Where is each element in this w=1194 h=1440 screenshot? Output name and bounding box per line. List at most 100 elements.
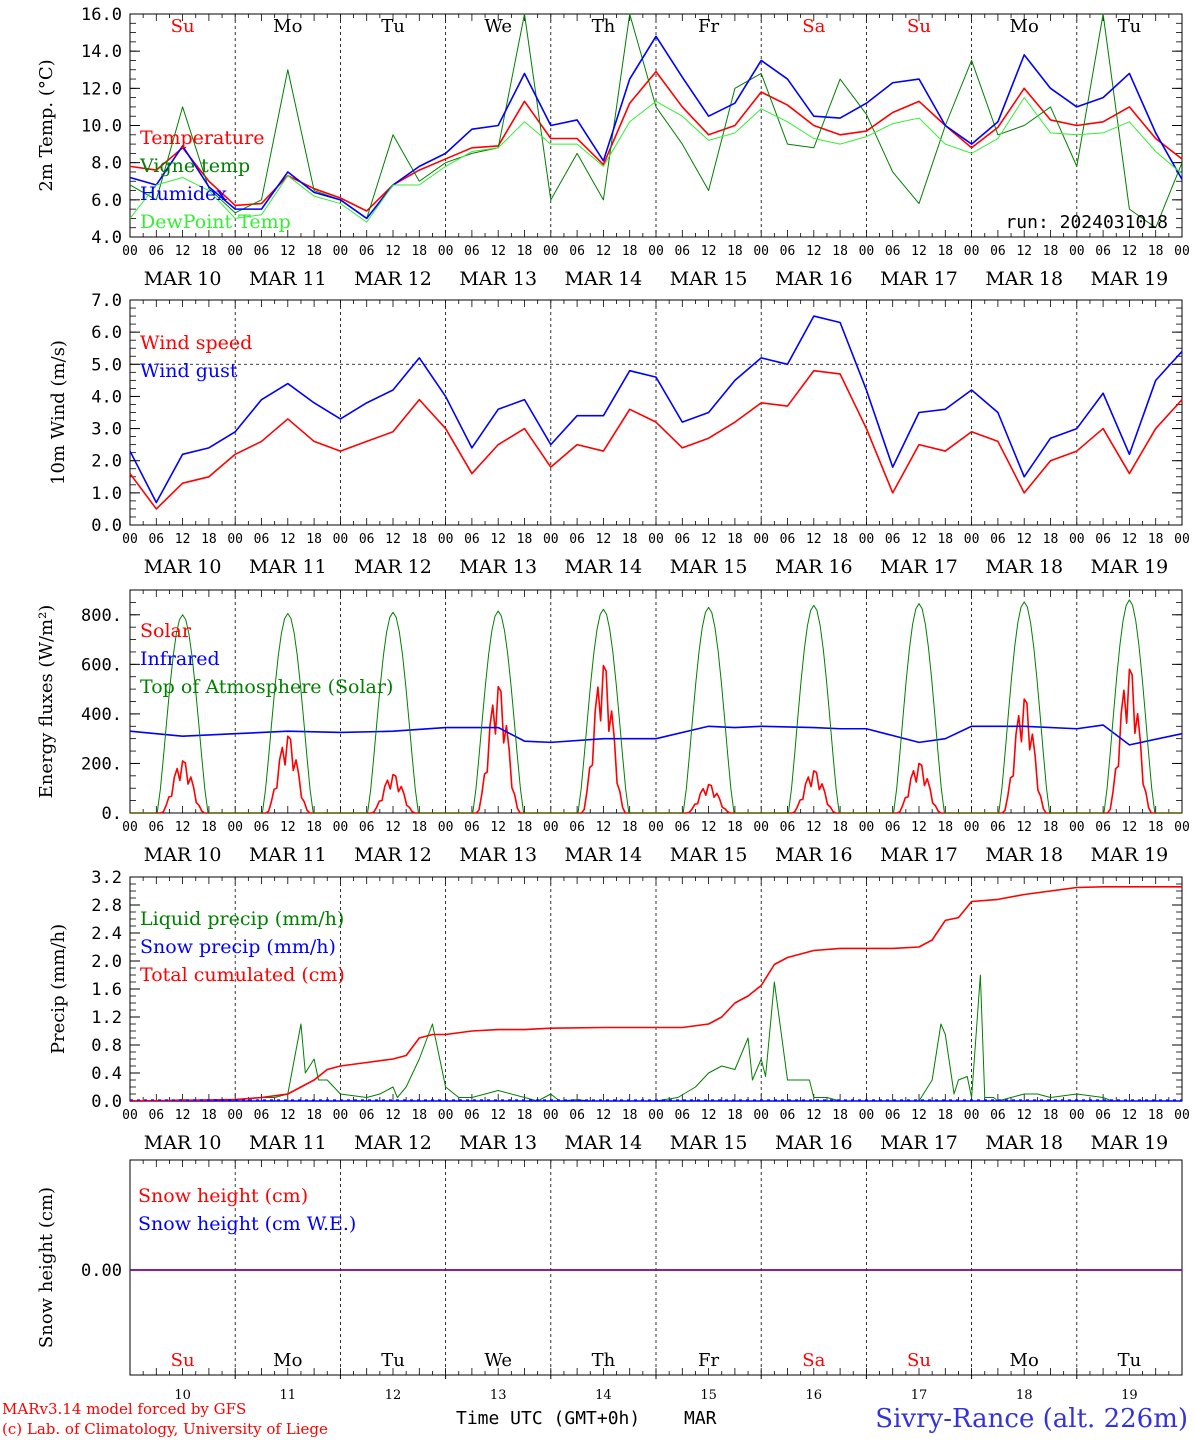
hour-tick-label: 00 xyxy=(753,244,769,259)
date-label: MAR 16 xyxy=(775,268,853,290)
hour-tick-label: 18 xyxy=(1043,820,1059,835)
legend-entry: Snow precip (mm/h) xyxy=(140,936,336,958)
y-tick-label: 12.0 xyxy=(81,79,122,99)
hour-tick-label: 00 xyxy=(1069,820,1085,835)
hour-tick-label: 06 xyxy=(1095,532,1111,547)
hour-tick-label: 18 xyxy=(1148,244,1164,259)
hour-tick-label: 06 xyxy=(254,1108,270,1123)
hour-tick-label: 18 xyxy=(201,532,217,547)
day-number-label: 19 xyxy=(1121,1388,1138,1403)
hour-tick-label: 06 xyxy=(674,820,690,835)
hour-tick-label: 06 xyxy=(148,820,164,835)
series-line xyxy=(129,35,1183,220)
hour-tick-label: 18 xyxy=(727,820,743,835)
day-number-label: 10 xyxy=(174,1388,191,1403)
weekday-label: Tu xyxy=(381,1350,405,1371)
hour-tick-label: 06 xyxy=(359,244,375,259)
date-label: MAR 15 xyxy=(670,1132,748,1154)
y-tick-label: 800. xyxy=(81,606,122,626)
hour-tick-label: 06 xyxy=(674,244,690,259)
hour-tick-label: 00 xyxy=(333,244,349,259)
hour-tick-label: 12 xyxy=(806,820,822,835)
hour-tick-label: 12 xyxy=(911,1108,927,1123)
date-label: MAR 13 xyxy=(459,844,537,866)
legend-entry: Humidex xyxy=(140,183,227,205)
hour-tick-label: 06 xyxy=(464,1108,480,1123)
hour-tick-label: 12 xyxy=(175,1108,191,1123)
hour-tick-label: 06 xyxy=(1095,244,1111,259)
hour-tick-label: 18 xyxy=(622,244,638,259)
panel-2: 0.0 1.0 2.0 3.0 4.0 5.0 6.0 7.0 10m Wind (m/s) Wi… xyxy=(48,291,1190,578)
hour-tick-label: 00 xyxy=(543,820,559,835)
hour-tick-label: 12 xyxy=(280,244,296,259)
weekday-label: Tu xyxy=(1118,1350,1142,1371)
weekday-label: Su xyxy=(171,1350,195,1371)
hour-tick-label: 00 xyxy=(753,1108,769,1123)
hour-tick-label: 18 xyxy=(937,820,953,835)
hour-tick-label: 06 xyxy=(569,820,585,835)
hour-tick-label: 00 xyxy=(122,820,138,835)
y-tick-label: 3.0 xyxy=(91,420,122,440)
hour-tick-label: 00 xyxy=(438,820,454,835)
hour-tick-label: 12 xyxy=(385,1108,401,1123)
hour-tick-label: 12 xyxy=(175,244,191,259)
weekday-label: Fr xyxy=(698,1350,719,1371)
hour-tick-label: 12 xyxy=(175,532,191,547)
hour-tick-label: 18 xyxy=(622,1108,638,1123)
series-line xyxy=(130,974,1182,1102)
hour-tick-label: 12 xyxy=(1016,244,1032,259)
legend-entry: Snow height (cm) xyxy=(138,1185,308,1207)
hour-tick-label: 12 xyxy=(175,820,191,835)
hour-tick-label: 06 xyxy=(780,244,796,259)
hour-tick-label: 12 xyxy=(701,244,717,259)
y-tick-label: 14.0 xyxy=(81,42,122,62)
hour-tick-label: 12 xyxy=(596,820,612,835)
series-line xyxy=(129,13,1183,229)
weekday-label: Mo xyxy=(1010,1350,1039,1371)
date-label: MAR 19 xyxy=(1091,844,1169,866)
y-tick-label: 16.0 xyxy=(81,5,122,25)
hour-tick-label: 06 xyxy=(990,532,1006,547)
hour-tick-label: 06 xyxy=(359,532,375,547)
hour-tick-label: 00 xyxy=(1174,1108,1190,1123)
hour-tick-label: 18 xyxy=(622,820,638,835)
hour-tick-label: 00 xyxy=(543,1108,559,1123)
y-tick-label: 0.0 xyxy=(91,1092,122,1112)
hour-tick-label: 18 xyxy=(727,1108,743,1123)
hour-tick-label: 00 xyxy=(227,532,243,547)
hour-tick-label: 18 xyxy=(1043,244,1059,259)
hour-tick-label: 00 xyxy=(859,820,875,835)
date-label: MAR 12 xyxy=(354,1132,432,1154)
date-label: MAR 13 xyxy=(459,268,537,290)
hour-tick-label: 00 xyxy=(333,532,349,547)
hour-tick-label: 18 xyxy=(201,820,217,835)
hour-tick-label: 00 xyxy=(227,244,243,259)
y-axis-label: Snow height (cm) xyxy=(36,1187,57,1348)
hour-tick-label: 12 xyxy=(806,244,822,259)
hour-tick-label: 06 xyxy=(569,244,585,259)
hour-tick-label: 06 xyxy=(674,1108,690,1123)
hour-tick-label: 18 xyxy=(517,820,533,835)
hour-tick-label: 06 xyxy=(990,820,1006,835)
day-number-label: 12 xyxy=(385,1388,402,1403)
hour-tick-label: 00 xyxy=(964,1108,980,1123)
hour-tick-label: 00 xyxy=(333,1108,349,1123)
date-label: MAR 17 xyxy=(880,556,958,578)
date-label: MAR 11 xyxy=(249,556,327,578)
hour-tick-label: 00 xyxy=(1174,820,1190,835)
hour-tick-label: 12 xyxy=(1016,820,1032,835)
hour-tick-label: 06 xyxy=(1095,1108,1111,1123)
y-tick-label: 0.4 xyxy=(91,1064,122,1084)
legend-entry: Vigne temp xyxy=(139,155,250,177)
hour-tick-label: 18 xyxy=(832,1108,848,1123)
hour-tick-label: 00 xyxy=(1069,532,1085,547)
panel-3: 0. 200. 400. 600. 800. Energy fluxes (W/m²) So… xyxy=(36,589,1190,866)
hour-tick-label: 12 xyxy=(490,244,506,259)
hour-tick-label: 00 xyxy=(648,1108,664,1123)
date-label: MAR 10 xyxy=(144,844,222,866)
hour-tick-label: 18 xyxy=(832,244,848,259)
weekday-label: Tu xyxy=(381,16,405,37)
hour-tick-label: 00 xyxy=(648,244,664,259)
date-label: MAR 13 xyxy=(459,556,537,578)
